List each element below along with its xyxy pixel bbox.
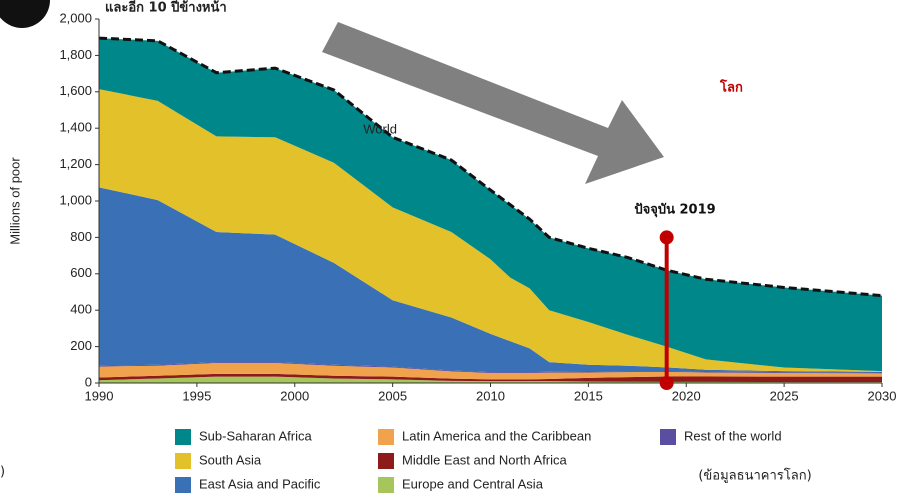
step-badge <box>0 0 50 28</box>
legend-label: Rest of the world <box>684 428 782 443</box>
y-tick-label: 2,000 <box>59 10 92 25</box>
y-tick-label: 200 <box>70 338 92 353</box>
legend-label: Latin America and the Caribbean <box>402 428 591 443</box>
x-tick-label: 2010 <box>476 388 505 403</box>
legend-swatch <box>378 429 394 445</box>
y-tick-label: 600 <box>70 265 92 280</box>
legend-label: Europe and Central Asia <box>402 476 544 491</box>
trend-arrow <box>322 22 664 184</box>
x-tick-label: 2020 <box>672 388 701 403</box>
legend-swatch <box>175 429 191 445</box>
headline: โลก <box>719 79 743 96</box>
y-tick-label: 1,000 <box>59 192 92 207</box>
source: (ข้อมูลธนาคารโลก) <box>698 468 811 484</box>
y-tick-label: 400 <box>70 302 92 317</box>
legend-label: Sub-Saharan Africa <box>199 428 313 443</box>
area <box>99 187 882 373</box>
left-fragment: ) <box>0 465 5 480</box>
legend-swatch <box>660 429 676 445</box>
legend-label: Middle East and North Africa <box>402 452 568 467</box>
area <box>99 362 882 374</box>
plot: World <box>98 36 883 383</box>
x-tick-label: 2030 <box>868 388 897 403</box>
y-tick-label: 0 <box>85 374 92 389</box>
total-label: World <box>363 121 397 136</box>
total-line <box>98 36 883 298</box>
x-tick-label: 2025 <box>770 388 799 403</box>
legend-swatch <box>175 453 191 469</box>
x-tick-label: 2005 <box>378 388 407 403</box>
x-tick-label: 1990 <box>85 388 114 403</box>
y-tick-label: 1,800 <box>59 47 92 62</box>
chart-title: และอีก 10 ปีข้างหน้า <box>105 0 227 16</box>
legend-swatch <box>378 453 394 469</box>
marker-dot <box>659 376 674 390</box>
x-tick-label: 2015 <box>574 388 603 403</box>
x-tick-label: 2000 <box>280 388 309 403</box>
y-axis-label: Millions of poor <box>7 157 22 245</box>
y-tick-label: 1,400 <box>59 120 92 135</box>
area <box>99 38 882 372</box>
legend-swatch <box>378 477 394 493</box>
area <box>99 362 882 380</box>
marker-dot <box>659 230 674 245</box>
y-tick-label: 1,200 <box>59 156 92 171</box>
legend-label: East Asia and Pacific <box>199 476 321 491</box>
y-tick-label: 800 <box>70 229 92 244</box>
y-tick-label: 1,600 <box>59 83 92 98</box>
area <box>99 89 882 372</box>
legend-label: South Asia <box>199 452 262 467</box>
annotation: ปัจจุบัน 2019 <box>634 203 715 218</box>
x-tick-label: 1995 <box>182 388 211 403</box>
area <box>99 373 882 383</box>
area <box>99 376 882 383</box>
legend-swatch <box>175 477 191 493</box>
